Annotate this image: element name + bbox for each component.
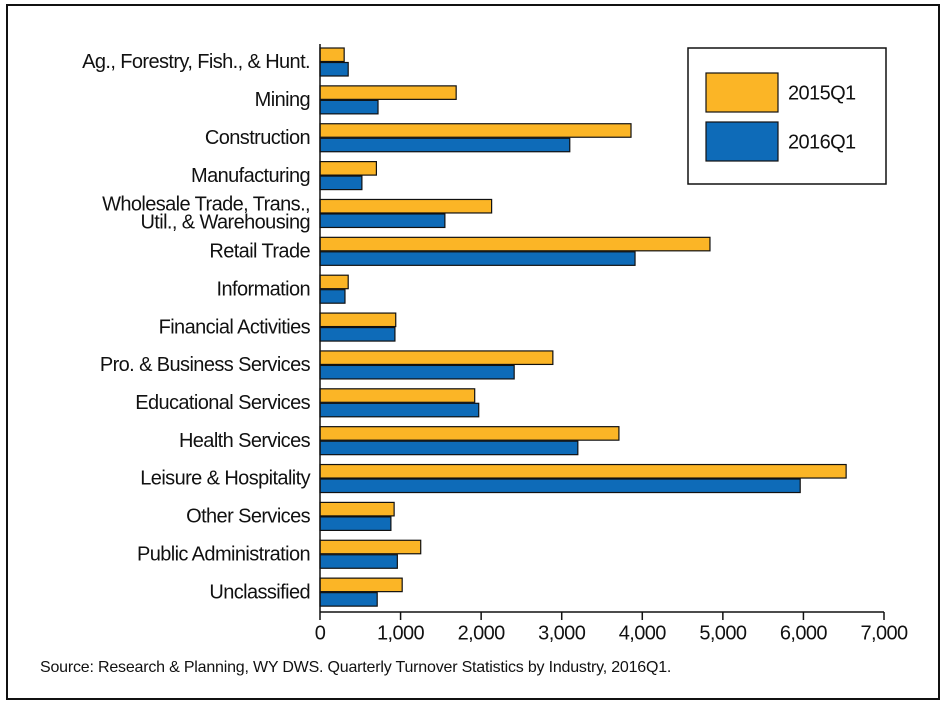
x-tick-label: 5,000 (699, 622, 747, 644)
bar (319, 326, 396, 342)
bar (319, 364, 515, 380)
bar (319, 577, 403, 593)
bar (319, 312, 397, 328)
y-tick-label: Construction (205, 127, 310, 149)
y-tick-label: Ag., Forestry, Fish., & Hunt. (82, 51, 310, 73)
bar (319, 463, 847, 479)
y-tick-label: Wholesale Trade, Trans., Util., & Warehou… (102, 194, 310, 234)
bar (319, 554, 398, 569)
bar (319, 478, 801, 494)
y-tick-label: Retail Trade (209, 241, 310, 263)
y-tick-label: Manufacturing (191, 165, 310, 187)
bar (319, 213, 446, 229)
bar (319, 440, 579, 456)
bar (319, 123, 632, 138)
bar (319, 274, 349, 290)
legend-swatch (705, 121, 779, 162)
legend-label: 2015Q1 (788, 82, 856, 104)
y-tick-label: Leisure & Hospitality (140, 468, 310, 490)
bar (319, 251, 636, 266)
bar (319, 175, 363, 191)
bar (319, 47, 345, 63)
y-tick-label: Pro. & Business Services (100, 354, 311, 376)
bar (319, 61, 349, 77)
y-tick-label: Other Services (186, 506, 310, 528)
x-tick-label: 0 (315, 622, 326, 644)
bar (319, 388, 476, 403)
bar (319, 85, 457, 100)
x-tick-label: 1,000 (377, 622, 425, 644)
x-tick-label: 6,000 (780, 622, 828, 644)
y-tick-label: Public Administration (137, 543, 310, 565)
y-tick-label: Information (217, 278, 310, 300)
x-tick-label: 3,000 (538, 622, 586, 644)
x-tick-label: 7,000 (860, 622, 908, 644)
y-tick-label: Health Services (179, 430, 311, 452)
y-tick-label: Financial Activities (159, 316, 311, 338)
bar (319, 501, 395, 517)
legend-swatch (705, 72, 779, 113)
bar (319, 350, 554, 366)
bar (319, 198, 493, 214)
bar (319, 99, 379, 115)
y-tick-label: Unclassified (209, 581, 310, 603)
bar (319, 539, 422, 555)
bar (319, 592, 378, 607)
source-note: Source: Research & Planning, WY DWS. Qua… (40, 659, 671, 676)
bar (319, 402, 480, 418)
x-tick-label: 4,000 (619, 622, 667, 644)
bar (319, 137, 571, 153)
x-tick-label: 2,000 (458, 622, 506, 644)
bar (319, 426, 620, 441)
bar (319, 516, 392, 532)
legend-box (687, 47, 887, 185)
y-tick-label: Mining (255, 89, 310, 111)
legend-label: 2016Q1 (788, 131, 856, 153)
y-tick-label: Educational Services (135, 392, 310, 414)
bar (319, 161, 378, 176)
bar (319, 236, 711, 252)
bar (319, 289, 346, 304)
